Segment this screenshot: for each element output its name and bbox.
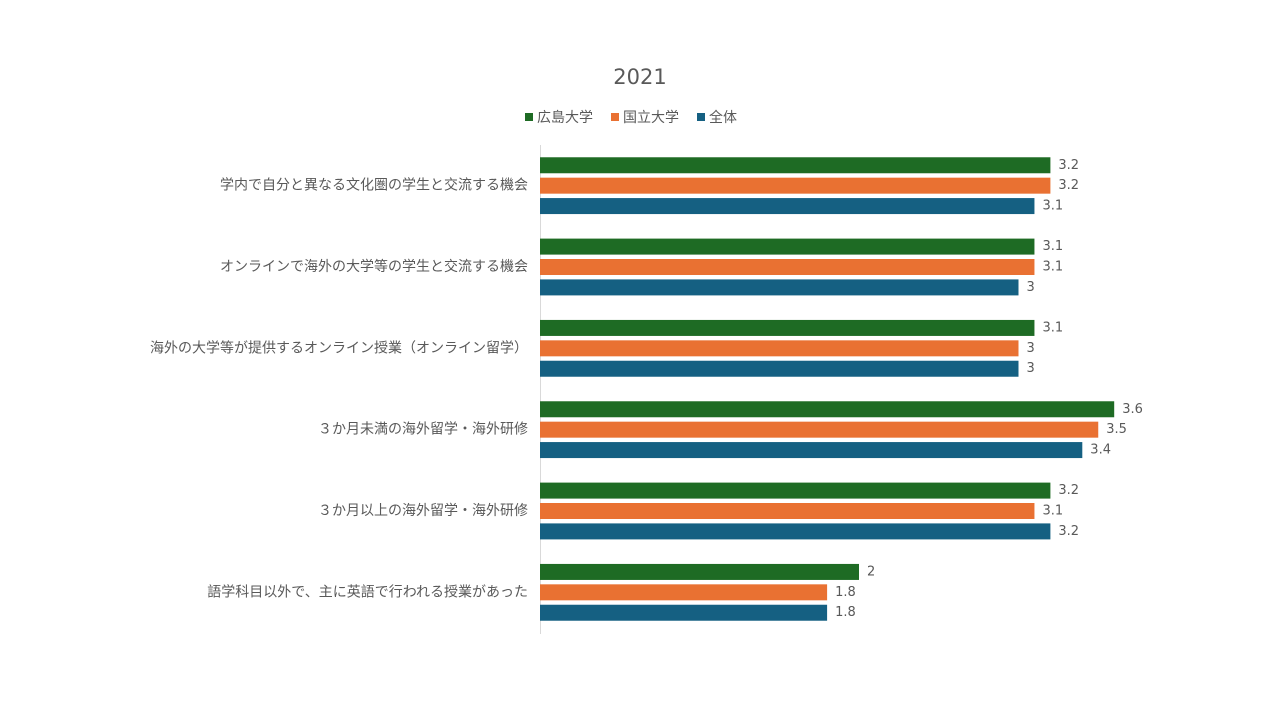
value-label: 3 — [1027, 341, 1035, 356]
y-tick-label: オンラインで海外の大学等の学生と交流する機会 — [220, 258, 528, 275]
value-label: 3 — [1027, 280, 1035, 295]
bar — [540, 584, 828, 601]
legend-label: 広島大学 — [537, 110, 593, 126]
value-label: 2 — [867, 564, 875, 579]
bar — [540, 482, 1051, 499]
value-label: 3.2 — [1058, 524, 1079, 539]
chart-title: 2021 — [613, 65, 666, 89]
value-label: 3.1 — [1042, 239, 1063, 254]
value-label: 3.6 — [1122, 402, 1143, 417]
bar — [540, 279, 1019, 296]
y-tick-label: 語学科目以外で、主に英語で行われる授業があった — [207, 583, 528, 600]
legend-swatch — [525, 113, 533, 121]
bar — [540, 198, 1035, 215]
value-label: 3.2 — [1058, 483, 1079, 498]
legend-swatch — [697, 113, 705, 121]
value-label: 3.2 — [1058, 158, 1079, 173]
legend-label: 全体 — [709, 109, 737, 126]
bar — [540, 360, 1019, 377]
value-label: 1.8 — [835, 585, 856, 600]
y-tick-label: ３か月以上の海外留学・海外研修 — [318, 503, 528, 519]
bar — [540, 503, 1035, 519]
y-tick-label: 海外の大学等が提供するオンライン授業（オンライン留学） — [150, 339, 528, 356]
bar — [540, 238, 1035, 255]
bar — [540, 157, 1051, 174]
bar — [540, 319, 1035, 336]
bar — [540, 340, 1019, 357]
y-tick-label: ３か月未満の海外留学・海外研修 — [318, 422, 528, 438]
value-label: 3.1 — [1042, 260, 1063, 275]
legend-swatch — [611, 113, 619, 121]
value-label: 3.2 — [1058, 178, 1079, 193]
bar — [540, 442, 1083, 459]
value-label: 3.1 — [1042, 320, 1063, 335]
y-tick-label: 学内で自分と異なる文化圏の学生と交流する機会 — [220, 177, 528, 194]
value-label: 3.1 — [1042, 504, 1063, 519]
bar — [540, 177, 1051, 194]
bar — [540, 259, 1035, 275]
bar — [540, 401, 1115, 418]
bar — [540, 523, 1051, 540]
value-label: 3 — [1027, 361, 1035, 376]
bar — [540, 604, 828, 621]
value-label: 1.8 — [835, 605, 856, 620]
bar — [540, 421, 1099, 438]
legend-label: 国立大学 — [623, 110, 679, 126]
value-label: 3.1 — [1042, 199, 1063, 214]
bar — [540, 563, 859, 580]
value-label: 3.5 — [1106, 422, 1127, 437]
value-label: 3.4 — [1090, 443, 1111, 458]
